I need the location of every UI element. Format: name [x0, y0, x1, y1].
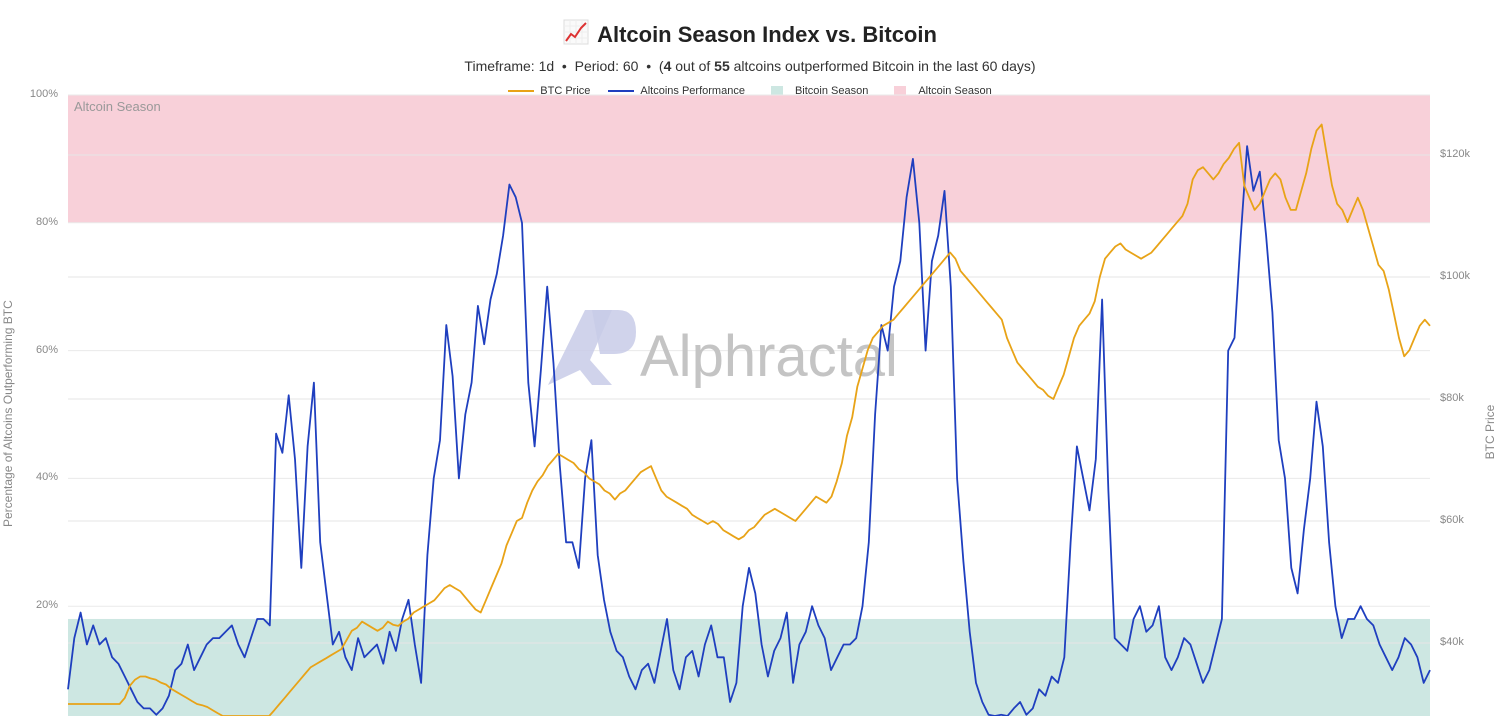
btc-price-line: [68, 123, 1431, 716]
left-axis-tick: 100%: [29, 88, 58, 100]
chart-title-text: Altcoin Season Index vs. Bitcoin: [597, 22, 937, 47]
legend-line-swatch-icon: [508, 90, 535, 92]
left-axis-tick: 80%: [35, 215, 58, 228]
legend-label: Altcoin Season: [918, 85, 992, 97]
right-axis-tick: $80k: [1440, 392, 1464, 404]
altcoins-performance-line: [67, 145, 1431, 716]
watermark-text: Alphractal: [640, 324, 898, 389]
left-axis-tick: 20%: [35, 599, 58, 612]
legend-label: Altcoins Performance: [640, 85, 745, 97]
left-axis-title: Percentage of Altcoins Outperforming BTC: [1, 300, 15, 527]
legend-box-swatch-icon: [894, 86, 907, 96]
subtitle-mid: out of: [671, 58, 715, 74]
legend-label: Bitcoin Season: [794, 85, 869, 97]
legend-item-altcoins-performance[interactable]: Altcoins Performance: [608, 85, 745, 97]
right-axis-tick: $60k: [1440, 514, 1464, 526]
chart-subtitle: Timeframe: 1d • Period: 60 • (4 out of 5…: [0, 58, 1500, 74]
bitcoin-season-band: [68, 618, 1430, 716]
chart-title: Altcoin Season Index vs. Bitcoin: [0, 19, 1500, 51]
right-axis-tick: $120k: [1440, 148, 1470, 160]
legend-label: BTC Price: [540, 85, 591, 97]
right-axis-title: BTC Price: [1483, 404, 1497, 460]
subtitle-suffix: altcoins outperformed Bitcoin in the las…: [729, 58, 1036, 74]
left-axis-tick: 60%: [35, 343, 58, 356]
legend-box-swatch-icon: [770, 86, 783, 96]
altcoin-season-band-label: Altcoin Season: [74, 99, 161, 114]
right-axis-tick: $40k: [1440, 636, 1464, 648]
left-axis-tick: 40%: [35, 471, 58, 484]
chart-increasing-icon: [563, 19, 589, 51]
legend-line-swatch-icon: [608, 90, 635, 92]
subtitle-prefix: Timeframe: 1d • Period: 60 • (: [464, 58, 664, 74]
altcoin-total: 55: [714, 58, 730, 74]
legend-item-altcoin-season[interactable]: Altcoin Season: [886, 85, 992, 97]
chart-legend: BTC Price Altcoins Performance Bitcoin Sea…: [0, 85, 1500, 97]
altcoin-season-band: [68, 95, 1430, 223]
legend-item-btc-price[interactable]: BTC Price: [508, 85, 590, 97]
legend-item-bitcoin-season[interactable]: Bitcoin Season: [763, 85, 868, 97]
outperform-count: 4: [663, 58, 672, 74]
alphractal-watermark: [548, 310, 636, 385]
right-axis-tick: $100k: [1440, 270, 1470, 282]
